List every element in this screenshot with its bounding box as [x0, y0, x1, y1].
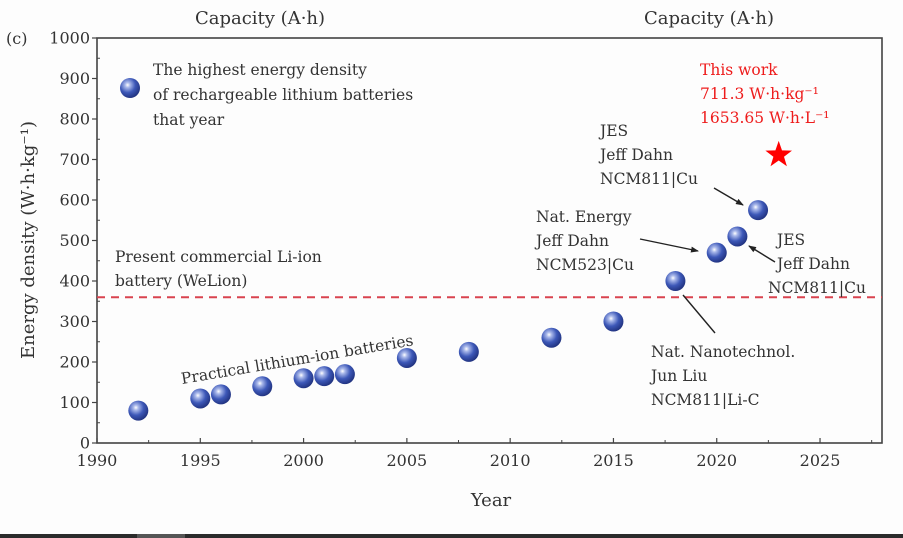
this-work-title: This work: [700, 61, 778, 79]
legend-line-2: of rechargeable lithium batteries: [153, 86, 413, 104]
y-tick-label: 900: [59, 69, 90, 88]
x-tick-label: 2025: [800, 451, 841, 470]
callout-jes-2021-line-1: JES: [775, 231, 805, 249]
data-points: [128, 140, 792, 421]
y-tick-label: 300: [59, 312, 90, 331]
panel-label: (c): [6, 29, 27, 48]
callout-jes-2022-line-3: NCM811|Cu: [600, 170, 698, 188]
data-point-2022: [748, 200, 769, 221]
callout-jes-2022-line-1: JES: [598, 122, 628, 140]
data-point-2018: [665, 271, 686, 291]
data-point-2021: [727, 226, 748, 247]
callout-nat-nanotechnol-line-2: Jun Liu: [649, 367, 707, 385]
y-tick-label: 0: [80, 434, 90, 453]
legend-sphere-marker: [120, 78, 140, 98]
callout-nat-energy-arrow: [639, 238, 699, 253]
x-tick-label: 2000: [283, 451, 324, 470]
this-work-gravimetric: 711.3 W·h·kg⁻¹: [700, 85, 819, 103]
data-point-2012: [541, 327, 562, 348]
data-point-2020: [706, 242, 727, 263]
this-work-volumetric: 1653.65 W·h·L⁻¹: [700, 109, 829, 127]
callout-nat-nanotechnol-line-1: Nat. Nanotechnol.: [651, 343, 795, 361]
data-point-2001: [314, 366, 335, 387]
data-point-2000: [293, 368, 314, 389]
x-axis-title: Year: [470, 490, 512, 511]
x-tick-label: 1995: [180, 451, 221, 470]
y-tick-label: 100: [59, 393, 90, 412]
data-point-1998: [252, 376, 273, 397]
reference-line-label-1: Present commercial Li-ion: [115, 248, 322, 266]
data-point-2015: [603, 311, 624, 332]
y-tick-label: 600: [59, 191, 90, 210]
callout-jes-2021: JES Jeff Dahn NCM811|Cu: [748, 231, 866, 297]
callout-jes-2021-line-2: Jeff Dahn: [775, 255, 850, 273]
y-tick-label: 200: [59, 353, 90, 372]
this-work-star-marker: [765, 140, 792, 167]
data-point-1992: [128, 400, 149, 421]
callout-nat-energy-line-2: Jeff Dahn: [534, 232, 609, 250]
callout-nat-energy-2020: Nat. Energy Jeff Dahn NCM523|Cu: [534, 208, 699, 274]
x-tick-label: 2010: [490, 451, 531, 470]
data-point-1995: [190, 388, 211, 409]
callout-jes-2022: JES Jeff Dahn NCM811|Cu: [598, 122, 744, 206]
x-tick-label: 2015: [593, 451, 634, 470]
x-axis: 1990 1995 2000 2005 2010 2015 2020 2025: [77, 438, 873, 470]
top-label-right: Capacity (A·h): [644, 8, 774, 29]
callout-nat-nanotechnol-2018: Nat. Nanotechnol. Jun Liu NCM811|Li-C: [649, 294, 795, 409]
data-point-2005: [396, 347, 417, 368]
data-point-2002: [334, 364, 355, 385]
y-axis-title: Energy density (W·h·kg⁻¹): [18, 121, 39, 359]
y-tick-label: 1000: [49, 29, 90, 48]
y-tick-label: 400: [59, 272, 90, 291]
callout-nat-nanotechnol-line-3: NCM811|Li-C: [651, 391, 759, 409]
callout-nat-energy-line-3: NCM523|Cu: [536, 256, 634, 274]
y-tick-label: 500: [59, 231, 90, 250]
legend-line-3: that year: [153, 111, 225, 129]
x-tick-label: 2020: [696, 451, 737, 470]
reference-line-label-2: battery (WeLion): [115, 272, 247, 290]
y-axis: 0 100 200 300 400 500 600 700 800 900 1000: [49, 29, 100, 453]
scrollbar-thumb[interactable]: [137, 534, 185, 538]
callout-jes-2021-arrow: [748, 245, 776, 263]
x-tick-label: 1990: [77, 451, 118, 470]
data-point-2008: [458, 341, 479, 362]
callout-nat-nanotechnol-line: [682, 294, 716, 334]
callout-jes-2022-arrow: [713, 187, 744, 206]
callout-jes-2021-line-3: NCM811|Cu: [768, 279, 866, 297]
callout-nat-energy-line-1: Nat. Energy: [536, 208, 632, 226]
x-tick-label: 2005: [387, 451, 428, 470]
bottom-scrollbar[interactable]: [0, 534, 903, 538]
callout-jes-2022-line-2: Jeff Dahn: [598, 146, 673, 164]
data-point-1996: [210, 384, 231, 405]
top-label-left: Capacity (A·h): [195, 8, 325, 29]
legend-line-1: The highest energy density: [153, 61, 367, 79]
y-tick-label: 800: [59, 110, 90, 129]
y-tick-label: 700: [59, 150, 90, 169]
